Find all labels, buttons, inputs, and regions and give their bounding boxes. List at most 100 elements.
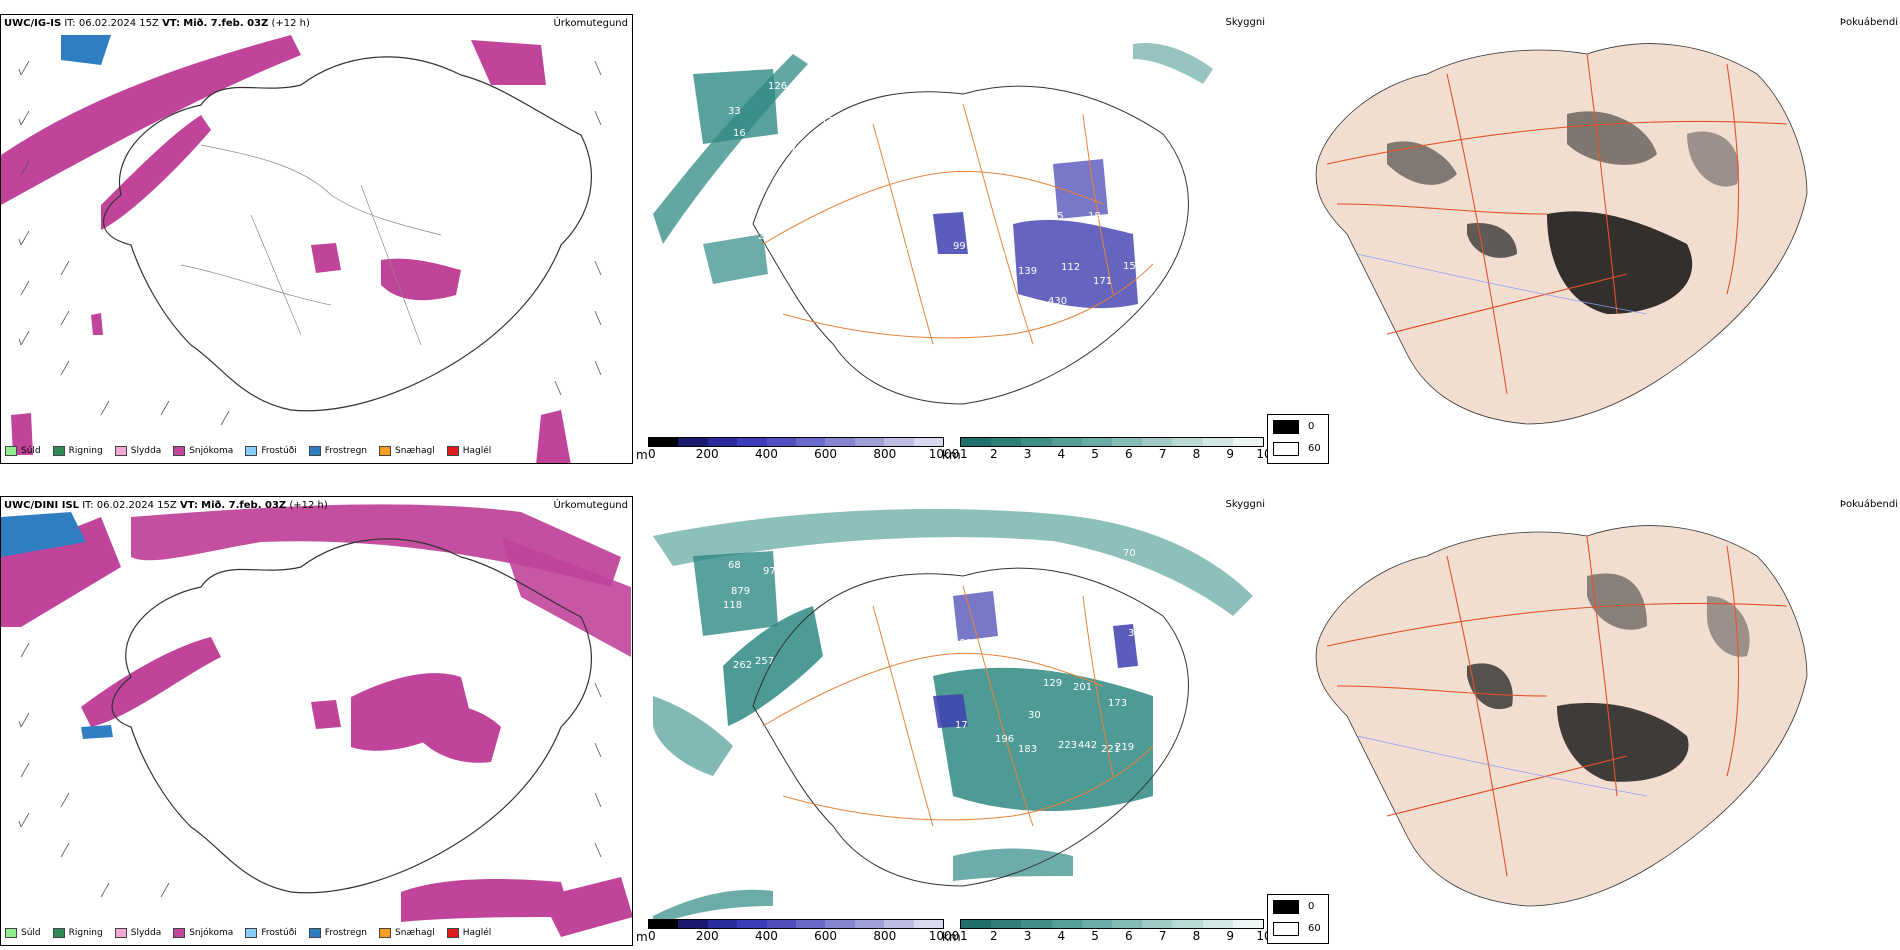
colorbar-cell (884, 920, 914, 928)
svg-text:158: 158 (1123, 261, 1142, 272)
colorbar-cell (1051, 920, 1082, 928)
svg-text:70: 70 (1123, 548, 1136, 559)
svg-text:262: 262 (733, 660, 752, 671)
precip-legend: Súld Rigning Slydda Snjókoma Frostúði Frostre… (5, 923, 491, 943)
svg-text:118: 118 (723, 600, 742, 611)
svg-text:139: 139 (1018, 266, 1037, 277)
colorbar-tick: 0 (648, 447, 656, 461)
model-name: UWC/IG-IS (4, 18, 62, 29)
colorbar-tick: 1000 (928, 447, 960, 461)
svg-text:196: 196 (995, 734, 1014, 745)
legend-label: Rigning (68, 446, 103, 456)
svg-text:37: 37 (803, 284, 816, 295)
colorbar-cell (1081, 438, 1113, 446)
legend-label: Slydda (130, 446, 162, 456)
fog-label-low: 60 (1308, 923, 1321, 934)
colorbar-cell (766, 438, 797, 446)
svg-text:129: 129 (1043, 678, 1062, 689)
legend-label: Snjókoma (189, 928, 234, 938)
colorbar-cell (1021, 920, 1052, 928)
colorbar-cell (737, 920, 767, 928)
colorbar-cell (1232, 438, 1264, 446)
colorbar-tick: 200 (695, 447, 719, 461)
legend-swatch (114, 928, 127, 938)
svg-text:112: 112 (1061, 262, 1080, 273)
precip-type-map-1 (1, 35, 602, 463)
vt-value: Mið. 7.feb. 03Z (183, 18, 269, 29)
svg-text:83: 83 (708, 693, 721, 704)
colorbar-tick: 8 (1192, 929, 1201, 943)
legend-item: Frostúði (245, 928, 297, 938)
legend-item: Slydda (114, 446, 162, 456)
precip-type-title: Úrkomutegund (553, 500, 628, 511)
colorbar-cell (825, 920, 855, 928)
colorbar-tick: 1000 (928, 929, 960, 943)
svg-text:33: 33 (728, 106, 741, 117)
svg-text:257: 257 (755, 656, 774, 667)
legend-label: Súld (21, 446, 41, 456)
colorbar-cell (1202, 920, 1233, 928)
legend-item: Súld (5, 928, 41, 938)
fog-label-high: 0 (1308, 901, 1315, 912)
colorbar-tick: 6 (1125, 929, 1133, 943)
colorbar-tick: 400 (754, 929, 778, 943)
svg-text:173: 173 (1108, 698, 1127, 709)
svg-text:20: 20 (758, 231, 771, 242)
colorbar-cell (796, 920, 826, 928)
colorbar-tick: 9 (1226, 447, 1235, 461)
svg-text:97: 97 (763, 566, 776, 577)
it-label: IT: (82, 500, 94, 511)
colorbar-tick: 800 (873, 929, 897, 943)
fog-title: Þokuábendi (1839, 17, 1898, 28)
fog-legend: 0 60 (1267, 414, 1329, 464)
colorbar-tick: 8 (1192, 447, 1201, 461)
legend-item: Snæhagl (379, 928, 435, 938)
colorbar-cell (707, 438, 738, 446)
legend-swatch (379, 446, 392, 456)
colorbar-tick: 7 (1158, 447, 1167, 461)
svg-text:208: 208 (928, 186, 947, 197)
panel-title-1: UWC/IG-IS IT: 06.02.2024 15Z VT: Mið. 7.… (4, 18, 310, 29)
svg-text:221: 221 (1101, 744, 1120, 755)
svg-text:879: 879 (731, 586, 750, 597)
fog-map-1 (1315, 43, 1808, 425)
colorbar-cell (961, 438, 992, 446)
visibility-title: Skyggni (1225, 499, 1265, 510)
legend-item: Snæhagl (379, 446, 435, 456)
legend-item: Rigning (52, 446, 103, 456)
colorbar-cell (1112, 438, 1143, 446)
colorbar-cell (1021, 438, 1052, 446)
colorbar-cell (1172, 920, 1203, 928)
colorbar-cell (1202, 438, 1233, 446)
colorbar-cell (884, 438, 914, 446)
fog-title: Þokuábendi (1839, 499, 1898, 510)
colorbar-tick: 1 (960, 929, 968, 943)
svg-text:189: 189 (953, 638, 972, 649)
svg-text:17: 17 (955, 720, 968, 731)
colorbar-cell (825, 438, 855, 446)
colorbar-cell (707, 920, 738, 928)
legend-label: Frostregn (324, 446, 368, 456)
legend-swatch (173, 928, 186, 938)
legend-swatch (446, 446, 459, 456)
colorbar-tick: 600 (814, 447, 838, 461)
panel-title-2: UWC/DINI ISL IT: 06.02.2024 15Z VT: Mið.… (4, 500, 328, 511)
colorbar-cell (1172, 438, 1203, 446)
svg-text:18: 18 (1088, 211, 1101, 222)
legend-item: Frostúði (245, 446, 297, 456)
legend-label: Snæhagl (395, 446, 435, 456)
svg-text:442: 442 (1078, 740, 1097, 751)
legend-item: Slydda (114, 928, 161, 938)
legend-item: Haglél (446, 446, 491, 456)
legend-swatch (52, 446, 65, 456)
svg-text:12: 12 (858, 256, 871, 267)
colorbar-tick: 200 (695, 929, 719, 943)
legend-swatch (5, 928, 17, 938)
cloudbase-colorbar (648, 437, 944, 447)
colorbar-cell (678, 920, 708, 928)
svg-text:219: 219 (1115, 742, 1134, 753)
legend-label: Haglél (462, 928, 492, 938)
svg-text:430: 430 (1048, 296, 1067, 307)
visibility-colorbar (960, 437, 1264, 447)
fog-panel-1: Þokuábendi 0 60 (1267, 14, 1900, 464)
